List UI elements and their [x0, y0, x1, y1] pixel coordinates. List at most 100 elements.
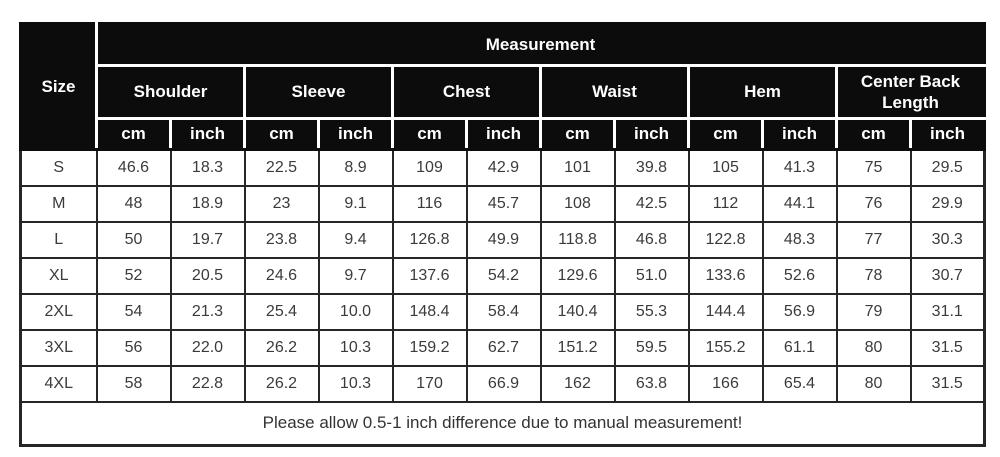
- value-cell: 24.6: [243, 256, 320, 295]
- table-row: M 48 18.9 23 9.1 116 45.7 108 42.5 112 44.1 76 29.9: [19, 184, 986, 223]
- value-cell: 31.1: [909, 292, 986, 331]
- value-cell: 51.0: [613, 256, 690, 295]
- value-cell: 10.0: [317, 292, 394, 331]
- value-cell: 31.5: [909, 364, 986, 403]
- value-cell: 58.4: [465, 292, 542, 331]
- measurement-header: Measurement: [95, 22, 986, 67]
- value-cell: 22.5: [243, 148, 320, 187]
- value-cell: 9.4: [317, 220, 394, 259]
- value-cell: 50: [95, 220, 172, 259]
- value-cell: 126.8: [391, 220, 468, 259]
- group-header-sleeve: Sleeve: [243, 64, 394, 120]
- value-cell: 80: [835, 364, 912, 403]
- value-cell: 9.1: [317, 184, 394, 223]
- value-cell: 76: [835, 184, 912, 223]
- size-cell: S: [19, 148, 98, 187]
- value-cell: 109: [391, 148, 468, 187]
- measurement-note: Please allow 0.5-1 inch difference due t…: [19, 400, 986, 447]
- unit-header-cm: cm: [539, 117, 616, 151]
- value-cell: 112: [687, 184, 764, 223]
- value-cell: 25.4: [243, 292, 320, 331]
- table-row: L 50 19.7 23.8 9.4 126.8 49.9 118.8 46.8 122.8 48.…: [19, 220, 986, 259]
- value-cell: 18.9: [169, 184, 246, 223]
- value-cell: 54: [95, 292, 172, 331]
- value-cell: 166: [687, 364, 764, 403]
- value-cell: 54.2: [465, 256, 542, 295]
- value-cell: 148.4: [391, 292, 468, 331]
- table-row: 3XL 56 22.0 26.2 10.3 159.2 62.7 151.2 59.5 155.2…: [19, 328, 986, 367]
- value-cell: 66.9: [465, 364, 542, 403]
- table-body: S 46.6 18.3 22.5 8.9 109 42.9 101 39.8 105 41.3 75 2…: [19, 148, 986, 403]
- value-cell: 108: [539, 184, 616, 223]
- table-row: 2XL 54 21.3 25.4 10.0 148.4 58.4 140.4 55.3 144.4…: [19, 292, 986, 331]
- value-cell: 80: [835, 328, 912, 367]
- group-header-row: Shoulder Sleeve Chest Waist Hem Center B…: [21, 64, 986, 120]
- unit-header-cm: cm: [95, 117, 172, 151]
- value-cell: 29.5: [909, 148, 986, 187]
- unit-header-cm: cm: [243, 117, 320, 151]
- unit-header-inch: inch: [465, 117, 542, 151]
- value-cell: 56: [95, 328, 172, 367]
- value-cell: 19.7: [169, 220, 246, 259]
- value-cell: 21.3: [169, 292, 246, 331]
- unit-header-cm: cm: [687, 117, 764, 151]
- value-cell: 56.9: [761, 292, 838, 331]
- value-cell: 155.2: [687, 328, 764, 367]
- group-header-hem: Hem: [687, 64, 838, 120]
- table-footer: Please allow 0.5-1 inch difference due t…: [19, 400, 986, 447]
- value-cell: 65.4: [761, 364, 838, 403]
- value-cell: 151.2: [539, 328, 616, 367]
- value-cell: 49.9: [465, 220, 542, 259]
- size-cell: 4XL: [19, 364, 98, 403]
- table-row: 4XL 58 22.8 26.2 10.3 170 66.9 162 63.8 166 65.4 80…: [19, 364, 986, 403]
- group-header-shoulder: Shoulder: [95, 64, 246, 120]
- note-row: Please allow 0.5-1 inch difference due t…: [19, 400, 986, 447]
- value-cell: 46.8: [613, 220, 690, 259]
- value-cell: 52: [95, 256, 172, 295]
- value-cell: 118.8: [539, 220, 616, 259]
- value-cell: 41.3: [761, 148, 838, 187]
- value-cell: 101: [539, 148, 616, 187]
- value-cell: 48: [95, 184, 172, 223]
- value-cell: 23: [243, 184, 320, 223]
- unit-header-cm: cm: [391, 117, 468, 151]
- value-cell: 44.1: [761, 184, 838, 223]
- value-cell: 22.8: [169, 364, 246, 403]
- value-cell: 8.9: [317, 148, 394, 187]
- size-cell: 3XL: [19, 328, 98, 367]
- value-cell: 23.8: [243, 220, 320, 259]
- unit-header-row: cm inch cm inch cm inch cm inch cm inch …: [21, 117, 986, 151]
- measurement-header-row: Size Measurement: [19, 22, 986, 151]
- unit-header-inch: inch: [317, 117, 394, 151]
- unit-header-inch: inch: [613, 117, 690, 151]
- value-cell: 10.3: [317, 328, 394, 367]
- size-cell: M: [19, 184, 98, 223]
- value-cell: 26.2: [243, 364, 320, 403]
- unit-header-inch: inch: [761, 117, 838, 151]
- value-cell: 122.8: [687, 220, 764, 259]
- value-cell: 42.9: [465, 148, 542, 187]
- value-cell: 105: [687, 148, 764, 187]
- table-row: S 46.6 18.3 22.5 8.9 109 42.9 101 39.8 105 41.3 75 2…: [19, 148, 986, 187]
- size-cell: L: [19, 220, 98, 259]
- value-cell: 144.4: [687, 292, 764, 331]
- value-cell: 20.5: [169, 256, 246, 295]
- value-cell: 170: [391, 364, 468, 403]
- value-cell: 78: [835, 256, 912, 295]
- size-cell: XL: [19, 256, 98, 295]
- table-row: XL 52 20.5 24.6 9.7 137.6 54.2 129.6 51.0 133.6 52…: [19, 256, 986, 295]
- value-cell: 63.8: [613, 364, 690, 403]
- value-cell: 48.3: [761, 220, 838, 259]
- size-chart-table: Size Measurement Shoulder Sleeve Chest W…: [19, 22, 986, 447]
- value-cell: 39.8: [613, 148, 690, 187]
- value-cell: 42.5: [613, 184, 690, 223]
- table-header: Size Measurement Shoulder Sleeve Chest W…: [19, 22, 986, 151]
- value-cell: 58: [95, 364, 172, 403]
- value-cell: 133.6: [687, 256, 764, 295]
- value-cell: 162: [539, 364, 616, 403]
- value-cell: 62.7: [465, 328, 542, 367]
- value-cell: 46.6: [95, 148, 172, 187]
- value-cell: 18.3: [169, 148, 246, 187]
- value-cell: 30.7: [909, 256, 986, 295]
- value-cell: 45.7: [465, 184, 542, 223]
